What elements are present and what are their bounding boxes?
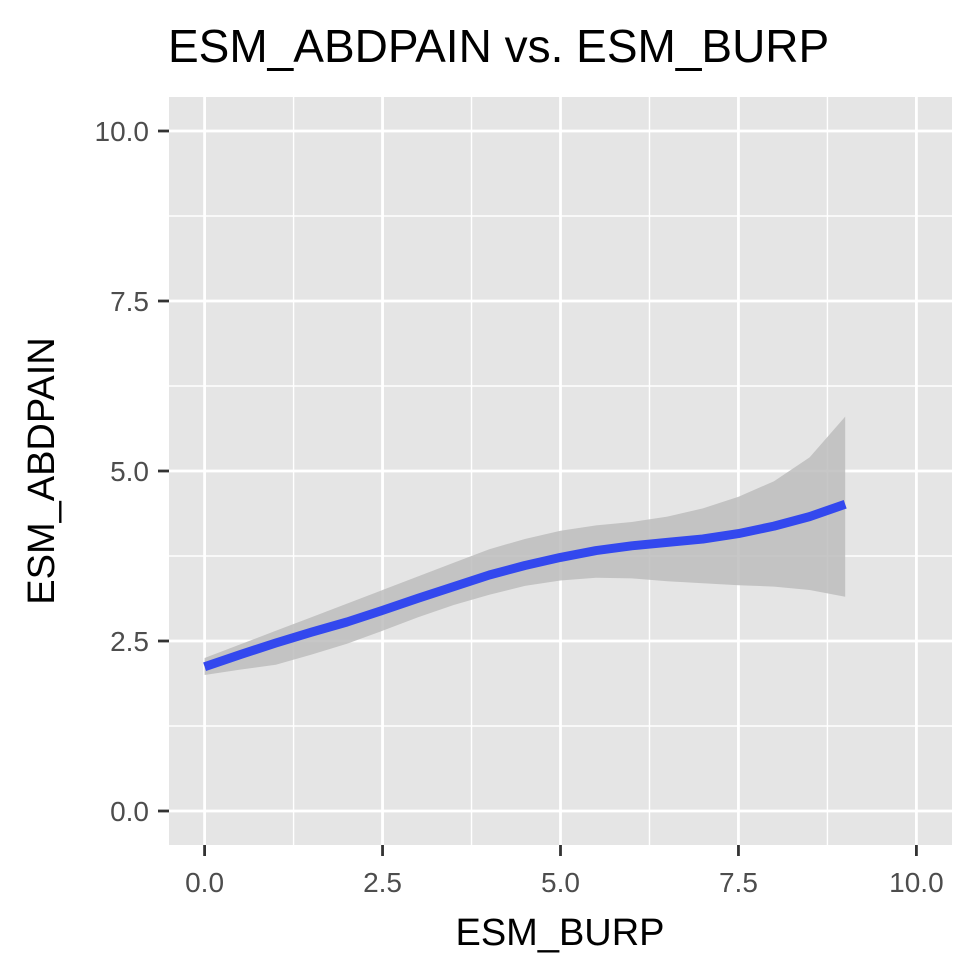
x-tick-label: 0.0: [185, 867, 224, 898]
y-tick-label: 10.0: [95, 116, 150, 147]
y-tick-label: 5.0: [110, 456, 149, 487]
x-tick-label: 2.5: [363, 867, 402, 898]
grid-major: [169, 97, 952, 845]
y-axis-title: ESM_ABDPAIN: [21, 337, 63, 604]
y-tick-label: 2.5: [110, 626, 149, 657]
x-tick-label: 10.0: [889, 867, 944, 898]
x-axis: 0.0 2.5 5.0 7.5 10.0: [185, 845, 944, 898]
x-axis-title: ESM_BURP: [455, 912, 664, 954]
y-tick-label: 7.5: [110, 286, 149, 317]
chart-title: ESM_ABDPAIN vs. ESM_BURP: [168, 20, 829, 72]
smooth-line: [203, 500, 847, 672]
x-tick-label: 7.5: [719, 867, 758, 898]
x-tick-label: 5.0: [541, 867, 580, 898]
y-tick-label: 0.0: [110, 796, 149, 827]
y-axis: 0.0 2.5 5.0 7.5 10.0: [95, 116, 169, 827]
confidence-ribbon: [204, 416, 846, 675]
